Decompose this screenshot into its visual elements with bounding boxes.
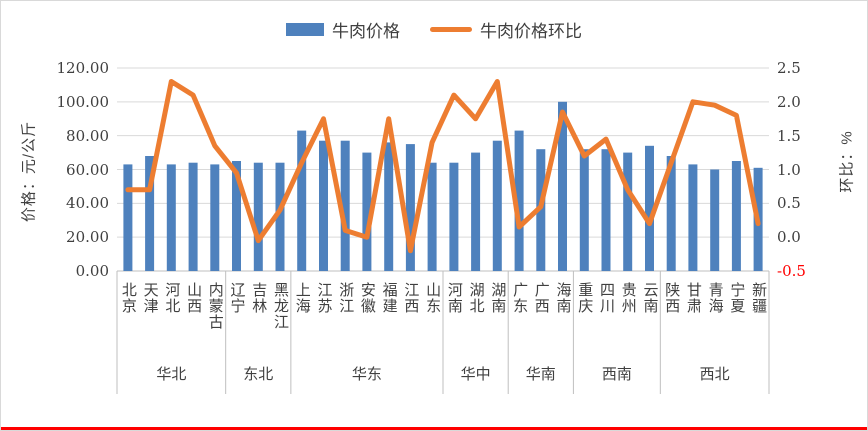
- y-axis-tick-left-60.00: 60.00: [66, 160, 109, 179]
- x-axis-label-黑龙江: 黑龙江: [272, 282, 289, 330]
- legend-entry-mom: 牛肉价格环比: [430, 17, 582, 42]
- region-label-华中: 华中: [460, 366, 491, 383]
- x-axis-label-云南: 云南: [641, 282, 659, 314]
- bar-天津: [145, 156, 155, 271]
- region-label-华东: 华东: [351, 366, 382, 383]
- x-axis-label-海南: 海南: [554, 282, 572, 314]
- chart-legend: 牛肉价格 牛肉价格环比: [1, 17, 867, 42]
- x-axis-label-青海: 青海: [706, 282, 724, 314]
- bar-上海: [297, 130, 307, 271]
- legend-label-price: 牛肉价格: [332, 22, 400, 41]
- bar-江西: [405, 144, 415, 271]
- right-axis-title: 环比：%: [838, 130, 856, 193]
- bar-云南: [645, 145, 654, 271]
- bar-重庆: [579, 149, 589, 271]
- x-axis-label-天津: 天津: [141, 282, 159, 314]
- y-axis-tick-left-120.00: 120.00: [56, 59, 110, 77]
- y-axis-tick-left-40.00: 40.00: [66, 194, 109, 213]
- y-axis-tick-right-1.0: 1.0: [777, 160, 801, 179]
- x-axis-label-甘肃: 甘肃: [684, 282, 702, 314]
- bar-湖北: [471, 152, 481, 271]
- region-label-西北: 西北: [699, 366, 730, 383]
- y-axis-tick-right-2.5: 2.5: [777, 59, 801, 77]
- x-axis-label-四川: 四川: [598, 282, 615, 314]
- bar-河北: [166, 164, 176, 271]
- bar-宁夏: [731, 161, 741, 271]
- bar-北京: [123, 164, 133, 271]
- bar-安徽: [362, 152, 372, 271]
- bar-河南: [449, 162, 459, 271]
- bar-内蒙古: [210, 164, 220, 271]
- x-axis-label-山东: 山东: [424, 282, 442, 314]
- x-axis-label-湖北: 湖北: [467, 282, 485, 314]
- x-axis-label-浙江: 浙江: [337, 282, 355, 314]
- x-axis-label-安徽: 安徽: [358, 282, 376, 314]
- x-axis-label-广西: 广西: [532, 282, 550, 314]
- bar-山西: [188, 162, 198, 271]
- bar-青海: [710, 169, 720, 271]
- line-series-swatch-icon: [430, 27, 472, 32]
- x-axis-label-吉林: 吉林: [250, 282, 268, 314]
- region-label-西南: 西南: [601, 366, 632, 383]
- x-axis-label-福建: 福建: [380, 282, 398, 314]
- bar-吉林: [253, 162, 263, 271]
- y-axis-tick-left-80.00: 80.00: [66, 126, 109, 145]
- y-axis-tick-right-2.0: 2.0: [777, 92, 801, 111]
- y-axis-tick-right-0.0: 0.0: [777, 228, 801, 247]
- x-axis-label-江苏: 江苏: [315, 282, 333, 314]
- bar-辽宁: [232, 161, 241, 271]
- y-axis-tick-right-0.5: 0.5: [777, 194, 801, 213]
- bar-山东: [427, 162, 437, 271]
- region-label-东北: 东北: [243, 366, 274, 383]
- x-axis-label-北京: 北京: [119, 282, 137, 314]
- legend-label-mom: 牛肉价格环比: [480, 22, 582, 41]
- bar-四川: [601, 149, 611, 271]
- x-axis-label-宁夏: 宁夏: [728, 282, 746, 314]
- bar-甘肃: [688, 164, 698, 271]
- bar-贵州: [623, 152, 633, 271]
- bar-湖南: [492, 140, 502, 271]
- bar-陕西: [666, 156, 676, 271]
- legend-entry-price: 牛肉价格: [286, 17, 400, 42]
- region-label-华北: 华北: [156, 366, 187, 383]
- x-axis-label-重庆: 重庆: [576, 282, 594, 314]
- x-axis-label-湖南: 湖南: [489, 282, 507, 314]
- y-axis-tick-left-20.00: 20.00: [66, 228, 109, 247]
- x-axis-label-陕西: 陕西: [663, 282, 681, 314]
- x-axis-label-江西: 江西: [402, 282, 420, 314]
- y-axis-tick-right-1.5: 1.5: [777, 126, 801, 145]
- x-axis-label-上海: 上海: [293, 282, 311, 314]
- x-axis-label-河南: 河南: [445, 282, 463, 314]
- x-axis-label-内蒙古: 内蒙古: [206, 282, 224, 330]
- bar-江苏: [319, 140, 328, 271]
- bar-黑龙江: [275, 162, 285, 271]
- bar-广东: [514, 130, 524, 271]
- y-axis-tick-left-0.00: 0.00: [75, 262, 109, 280]
- y-axis-tick-left-100.00: 100.00: [56, 92, 110, 111]
- x-axis-label-山西: 山西: [185, 282, 203, 314]
- region-label-华南: 华南: [525, 366, 556, 383]
- x-axis-label-广东: 广东: [511, 282, 529, 314]
- x-axis-label-贵州: 贵州: [619, 282, 637, 314]
- bar-海南: [558, 101, 567, 271]
- x-axis-label-河北: 河北: [163, 282, 181, 314]
- mom-line-series: [125, 79, 761, 254]
- x-axis-label-辽宁: 辽宁: [228, 282, 246, 314]
- bar-福建: [384, 142, 394, 271]
- y-axis-tick-right--0.5: -0.5: [777, 262, 806, 280]
- bar-series-swatch-icon: [286, 23, 324, 36]
- left-axis-title: 价格：元/公斤: [20, 120, 38, 223]
- bottom-red-divider: [1, 427, 867, 430]
- bar-浙江: [340, 140, 350, 271]
- x-axis-label-新疆: 新疆: [750, 282, 768, 314]
